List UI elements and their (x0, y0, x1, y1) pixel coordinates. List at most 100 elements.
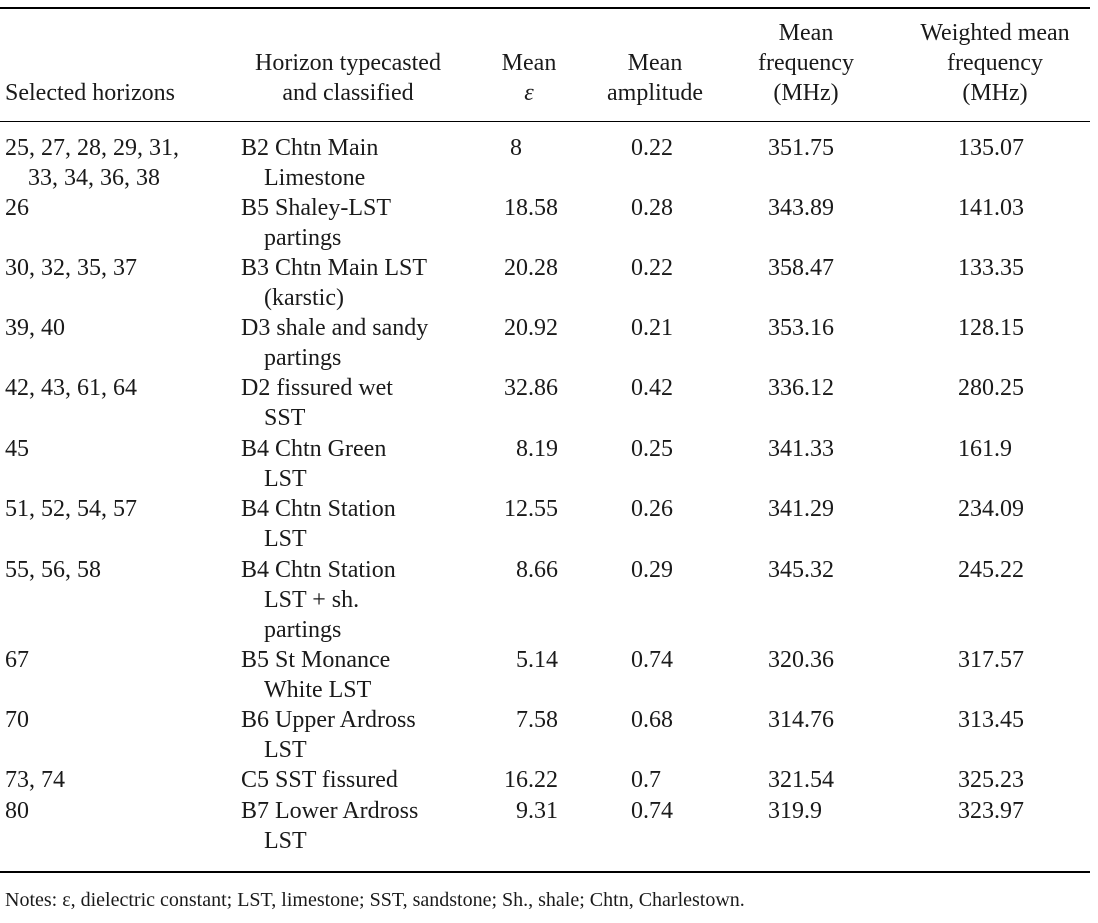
cell-mean-frequency: 341.33 (768, 436, 834, 462)
cell-selected-horizons: 30, 32, 35, 37 (5, 255, 137, 281)
cell-line: LST (264, 526, 307, 552)
cell-mean-frequency: 319.9 (768, 798, 822, 824)
cell-mean-amplitude: 0.21 (631, 315, 673, 341)
header-weighted-mean-frequency: Weighted mean frequency (MHz) (905, 18, 1085, 108)
header-text: Mean (627, 50, 683, 76)
cell-mean-amplitude: 0.22 (631, 135, 673, 161)
header-text: (MHz) (962, 80, 1028, 106)
header-text: (MHz) (773, 80, 839, 106)
cell-line: White LST (264, 677, 372, 703)
cell-weighted-mean-frequency: 245.22 (958, 557, 1024, 583)
cell-weighted-mean-frequency: 323.97 (958, 798, 1024, 824)
cell-mean-epsilon: 9.31 (516, 798, 558, 824)
cell-weighted-mean-frequency: 234.09 (958, 496, 1024, 522)
cell-mean-epsilon: 5.14 (516, 647, 558, 673)
cell-horizon: B6 Upper Ardross LST (241, 705, 416, 765)
cell-mean-frequency: 320.36 (768, 647, 834, 673)
cell-horizon: B7 Lower Ardross LST (241, 796, 418, 856)
header-mean-frequency: Mean frequency (MHz) (745, 18, 867, 108)
cell-mean-amplitude: 0.29 (631, 557, 673, 583)
cell-line: B3 Chtn Main LST (241, 255, 428, 281)
cell-horizon: B5 Shaley-LST partings (241, 193, 391, 253)
cell-weighted-mean-frequency: 141.03 (958, 195, 1024, 221)
cell-mean-amplitude: 0.42 (631, 375, 673, 401)
cell-line: 33, 34, 36, 38 (28, 165, 160, 191)
cell-selected-horizons: 26 (5, 195, 29, 221)
cell-weighted-mean-frequency: 313.45 (958, 707, 1024, 733)
cell-line: B4 Chtn Station (241, 557, 396, 583)
cell-line: LST + sh. (264, 587, 360, 613)
cell-mean-amplitude: 0.74 (631, 647, 673, 673)
cell-selected-horizons: 80 (5, 798, 29, 824)
cell-mean-frequency: 341.29 (768, 496, 834, 522)
cell-horizon: D3 shale and sandy partings (241, 313, 428, 373)
cell-horizon: B2 Chtn Main Limestone (241, 133, 378, 193)
cell-selected-horizons: 70 (5, 707, 29, 733)
cell-line: SST (264, 405, 306, 431)
cell-mean-amplitude: 0.22 (631, 255, 673, 281)
cell-mean-epsilon: 20.92 (504, 315, 558, 341)
cell-mean-amplitude: 0.68 (631, 707, 673, 733)
cell-mean-frequency: 353.16 (768, 315, 834, 341)
cell-mean-frequency: 336.12 (768, 375, 834, 401)
cell-line: LST (264, 466, 307, 492)
cell-line: B5 St Monance (241, 647, 391, 673)
cell-line: partings (264, 345, 342, 371)
cell-mean-epsilon: 32.86 (504, 375, 558, 401)
table-header-rule (0, 121, 1090, 122)
cell-mean-epsilon: 8 (510, 135, 522, 161)
cell-horizon: B3 Chtn Main LST (karstic) (241, 253, 427, 313)
cell-line: B4 Chtn Station (241, 496, 396, 522)
cell-horizon: B4 Chtn Green LST (241, 434, 386, 494)
cell-line: LST (264, 737, 307, 763)
cell-mean-frequency: 321.54 (768, 767, 834, 793)
cell-mean-amplitude: 0.74 (631, 798, 673, 824)
cell-line: partings (264, 225, 342, 251)
cell-mean-frequency: 314.76 (768, 707, 834, 733)
cell-mean-amplitude: 0.26 (631, 496, 673, 522)
cell-line: B6 Upper Ardross (241, 707, 416, 733)
header-horizon-classified: Horizon typecasted and classified (241, 48, 455, 108)
cell-mean-epsilon: 8.19 (516, 436, 558, 462)
cell-mean-amplitude: 0.25 (631, 436, 673, 462)
cell-horizon: D2 fissured wet SST (241, 373, 393, 433)
header-mean-amplitude: Mean amplitude (595, 48, 715, 108)
cell-selected-horizons: 25, 27, 28, 29, 31, 33, 34, 36, 38 (5, 133, 179, 193)
header-text: and classified (282, 80, 414, 106)
cell-line: B7 Lower Ardross (241, 798, 419, 824)
cell-line: D3 shale and sandy (241, 315, 429, 341)
cell-weighted-mean-frequency: 133.35 (958, 255, 1024, 281)
cell-line: Limestone (264, 165, 366, 191)
cell-mean-frequency: 343.89 (768, 195, 834, 221)
cell-selected-horizons: 73, 74 (5, 767, 65, 793)
cell-line: D2 fissured wet (241, 375, 393, 401)
header-text: frequency (758, 50, 854, 76)
cell-line: B2 Chtn Main (241, 135, 379, 161)
cell-line: partings (264, 617, 342, 643)
cell-weighted-mean-frequency: 128.15 (958, 315, 1024, 341)
cell-mean-amplitude: 0.7 (631, 767, 661, 793)
cell-mean-epsilon: 16.22 (504, 767, 558, 793)
cell-horizon: B4 Chtn Station LST (241, 494, 396, 554)
cell-line: B4 Chtn Green (241, 436, 387, 462)
header-mean-epsilon: Mean ε (490, 48, 568, 108)
cell-line: 25, 27, 28, 29, 31, (5, 135, 179, 161)
cell-selected-horizons: 55, 56, 58 (5, 557, 101, 583)
header-text: Horizon typecasted (255, 50, 441, 76)
header-text: Selected horizons (5, 80, 175, 106)
cell-horizon: C5 SST fissured (241, 767, 398, 793)
cell-mean-epsilon: 12.55 (504, 496, 558, 522)
header-text: ε (524, 80, 534, 106)
cell-line: B5 Shaley-LST (241, 195, 391, 221)
cell-horizon: B4 Chtn Station LST + sh. partings (241, 555, 396, 645)
table-notes: Notes: ε, dielectric constant; LST, lime… (5, 889, 745, 911)
cell-weighted-mean-frequency: 280.25 (958, 375, 1024, 401)
cell-horizon: B5 St Monance White LST (241, 645, 390, 705)
table-bottom-rule (0, 871, 1090, 873)
cell-line: (karstic) (264, 285, 344, 311)
header-text: amplitude (607, 80, 703, 106)
header-selected-horizons: Selected horizons (5, 78, 175, 108)
cell-weighted-mean-frequency: 135.07 (958, 135, 1024, 161)
cell-mean-frequency: 358.47 (768, 255, 834, 281)
header-text: Mean (778, 20, 834, 46)
